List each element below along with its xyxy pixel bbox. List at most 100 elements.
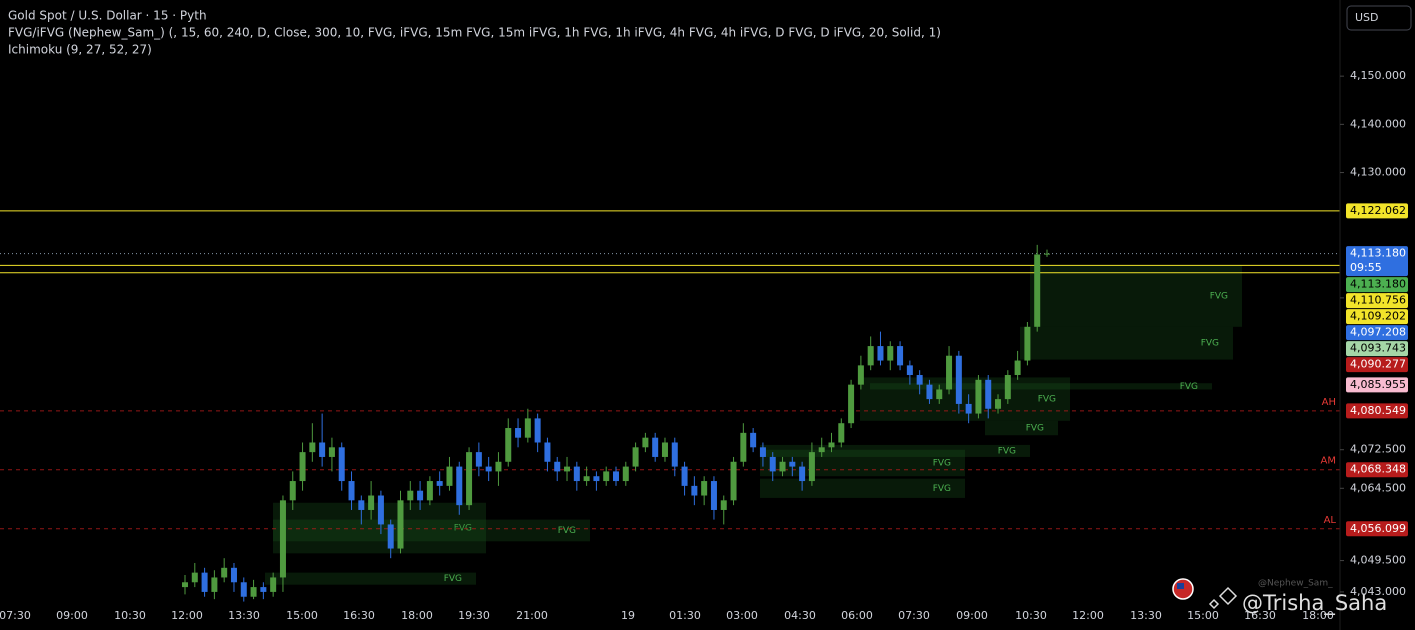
x-tick-label: 12:00 <box>1072 609 1104 622</box>
fvg-label: FVG <box>933 458 951 468</box>
candle-body <box>750 432 757 448</box>
price-tag <box>1346 203 1408 219</box>
x-tick-label: 10:30 <box>114 609 146 622</box>
fvg-zone <box>870 383 1212 390</box>
candle-body <box>544 442 551 462</box>
fvg-label: FVG <box>1180 382 1198 392</box>
price-tag <box>1346 377 1408 393</box>
x-tick-label: 12:00 <box>171 609 203 622</box>
candle-body <box>926 384 933 400</box>
level-label: AH <box>1322 397 1336 408</box>
candle-body <box>564 466 571 472</box>
candle-body <box>446 466 453 486</box>
price-tag-label: 4,097.208 <box>1350 326 1406 339</box>
fvg-label: FVG <box>1026 424 1044 434</box>
price-tag <box>1346 403 1408 419</box>
fvg-zone <box>1020 326 1233 360</box>
candle-body <box>848 384 855 424</box>
fvg-label: FVG <box>444 574 462 584</box>
candle-body <box>965 403 972 414</box>
candle-body <box>818 447 825 453</box>
fvg-label: FVG <box>1038 395 1056 405</box>
x-tick-label: 03:00 <box>726 609 758 622</box>
price-tag <box>1346 277 1408 293</box>
candle-body <box>632 447 639 467</box>
y-tick-label: 4,064.500 <box>1350 481 1406 494</box>
level-label: AL <box>1324 515 1337 526</box>
candle-body <box>887 346 894 361</box>
price-tag-label: 4,122.062 <box>1350 204 1406 217</box>
candle-body <box>730 461 737 501</box>
candle-body <box>916 375 923 385</box>
x-tick-label: 06:00 <box>841 609 873 622</box>
candle-body <box>906 365 913 376</box>
fvg-zone <box>265 572 476 585</box>
x-tick-label: 07:30 <box>898 609 930 622</box>
x-tick-label: 07:30 <box>0 609 31 622</box>
candle-body <box>808 452 815 482</box>
candle-body <box>867 346 874 366</box>
y-tick-label: 4,130.000 <box>1350 166 1406 179</box>
candle-body <box>436 481 443 486</box>
candle-body <box>466 452 473 506</box>
candle-body <box>613 471 619 482</box>
candle-body <box>642 437 649 448</box>
candle-body <box>299 452 306 482</box>
candle-body <box>338 447 345 482</box>
candle-body <box>622 466 629 482</box>
price-tag-label: 4,110.756 <box>1350 294 1406 307</box>
candle-body <box>485 466 492 472</box>
x-tick-label: 13:30 <box>228 609 260 622</box>
candle-body <box>348 481 355 501</box>
candle-body <box>319 442 326 457</box>
candle-body <box>573 466 580 482</box>
currency-button[interactable] <box>1346 5 1412 31</box>
fvg-zone <box>273 519 590 542</box>
x-tick-label: 09:00 <box>956 609 988 622</box>
candle-body <box>289 481 296 501</box>
x-tick-label: 19 <box>621 609 635 622</box>
candle-body <box>877 346 884 361</box>
candle-body <box>799 466 806 482</box>
candle-body <box>583 476 590 482</box>
candle-body <box>946 355 953 390</box>
price-tag <box>1346 357 1408 373</box>
fvg-label: FVG <box>933 484 951 494</box>
x-tick-label: 15:00 <box>286 609 318 622</box>
price-tag-label: 4,068.348 <box>1350 463 1406 476</box>
countdown-label: 09:55 <box>1350 261 1382 274</box>
y-tick-label: 4,140.000 <box>1350 117 1406 130</box>
price-tag <box>1346 521 1408 537</box>
fvg-zone <box>760 444 1030 457</box>
x-tick-label: 01:30 <box>669 609 701 622</box>
candle-body <box>495 461 502 472</box>
plot-area: FVG FVG FVG FVG FVG FVG FVG FVG FVG FVG FVG <box>0 210 1340 602</box>
candle-body <box>328 447 335 457</box>
candle-body <box>710 481 717 510</box>
price-tag-label: 4,113.180 <box>1350 278 1406 291</box>
price-tag-label: 4,056.099 <box>1350 522 1406 535</box>
flag-icon-canton <box>1177 583 1184 589</box>
x-tick-label: 10:30 <box>1015 609 1047 622</box>
fvg-label: FVG <box>998 446 1016 456</box>
price-tag <box>1346 341 1408 357</box>
candle-body <box>475 452 482 467</box>
candle-body <box>201 572 208 592</box>
price-tag-label: 4,109.202 <box>1350 310 1406 323</box>
indicator-legend: Ichimoku (9, 27, 52, 27) <box>8 43 152 57</box>
candle-body <box>661 442 668 457</box>
candle-body <box>505 428 512 462</box>
price-tag <box>1346 325 1408 341</box>
price-tag-label: 4,113.180 <box>1350 247 1406 260</box>
candle-body <box>534 418 541 443</box>
candle-body <box>456 466 463 506</box>
candle-body <box>1014 360 1021 376</box>
candle-body <box>250 587 257 597</box>
candle-body <box>955 355 962 404</box>
currency-button-label[interactable]: USD <box>1355 11 1379 24</box>
x-tick-label: 18:00 <box>1302 609 1334 622</box>
price-tag <box>1346 293 1408 309</box>
candle-body <box>759 447 766 457</box>
